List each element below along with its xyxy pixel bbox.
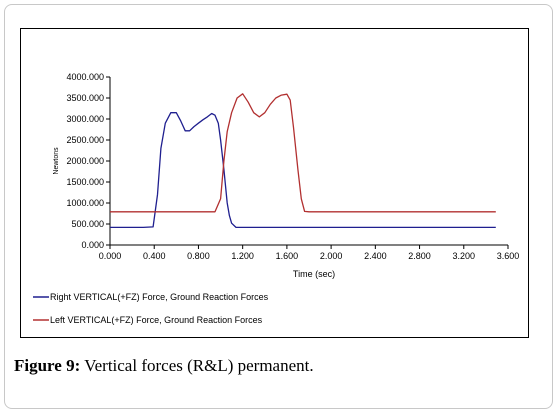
x-tick-label: 2.800 [408,251,431,261]
x-tick-label: 1.200 [231,251,254,261]
y-tick-label: 500.000 [71,219,104,229]
y-tick-label: 1000.000 [66,198,104,208]
series-right-line [110,112,496,229]
line-chart: 0.000 500.000 1000.000 1500.000 2000.000 2500… [33,72,520,325]
legend-label-left: Left VERTICAL(+FZ) Force, Ground Reactio… [50,315,263,325]
x-tick-label: 1.600 [276,251,299,261]
x-tick-label: 0.800 [187,251,210,261]
x-tick-label: 0.400 [143,251,166,261]
chart-box: 0.000 500.000 1000.000 1500.000 2000.000 2500… [20,28,529,338]
y-tick-label: 0.000 [81,240,104,250]
y-axis: 0.000 500.000 1000.000 1500.000 2000.000 2500… [66,72,111,250]
series-layer [110,93,496,229]
caption-label: Figure 9: [14,356,81,375]
y-tick-label: 4000.000 [66,72,104,82]
y-tick-label: 2000.000 [66,156,104,166]
y-tick-label: 2500.000 [66,135,104,145]
x-tick-label: 2.000 [320,251,343,261]
y-tick-label: 1500.000 [66,177,104,187]
figure-caption: Figure 9: Vertical forces (R&L) permanen… [14,356,314,376]
legend: Right VERTICAL(+FZ) Force, Ground Reacti… [33,292,269,325]
x-tick-label: 3.200 [453,251,476,261]
series-left-line [110,93,496,213]
caption-text: Vertical forces (R&L) permanent. [84,356,314,375]
x-axis-title: Time (sec) [293,269,335,279]
x-axis: 0.000 0.400 0.800 1.200 1.600 2.000 2.400 2.800… [99,244,520,261]
x-tick-label: 0.000 [99,251,122,261]
legend-label-right: Right VERTICAL(+FZ) Force, Ground Reacti… [50,292,269,302]
y-axis-title: Newtons [53,147,60,175]
x-tick-label: 2.400 [364,251,387,261]
y-tick-label: 3000.000 [66,114,104,124]
y-tick-label: 3500.000 [66,93,104,103]
x-tick-label: 3.600 [497,251,520,261]
